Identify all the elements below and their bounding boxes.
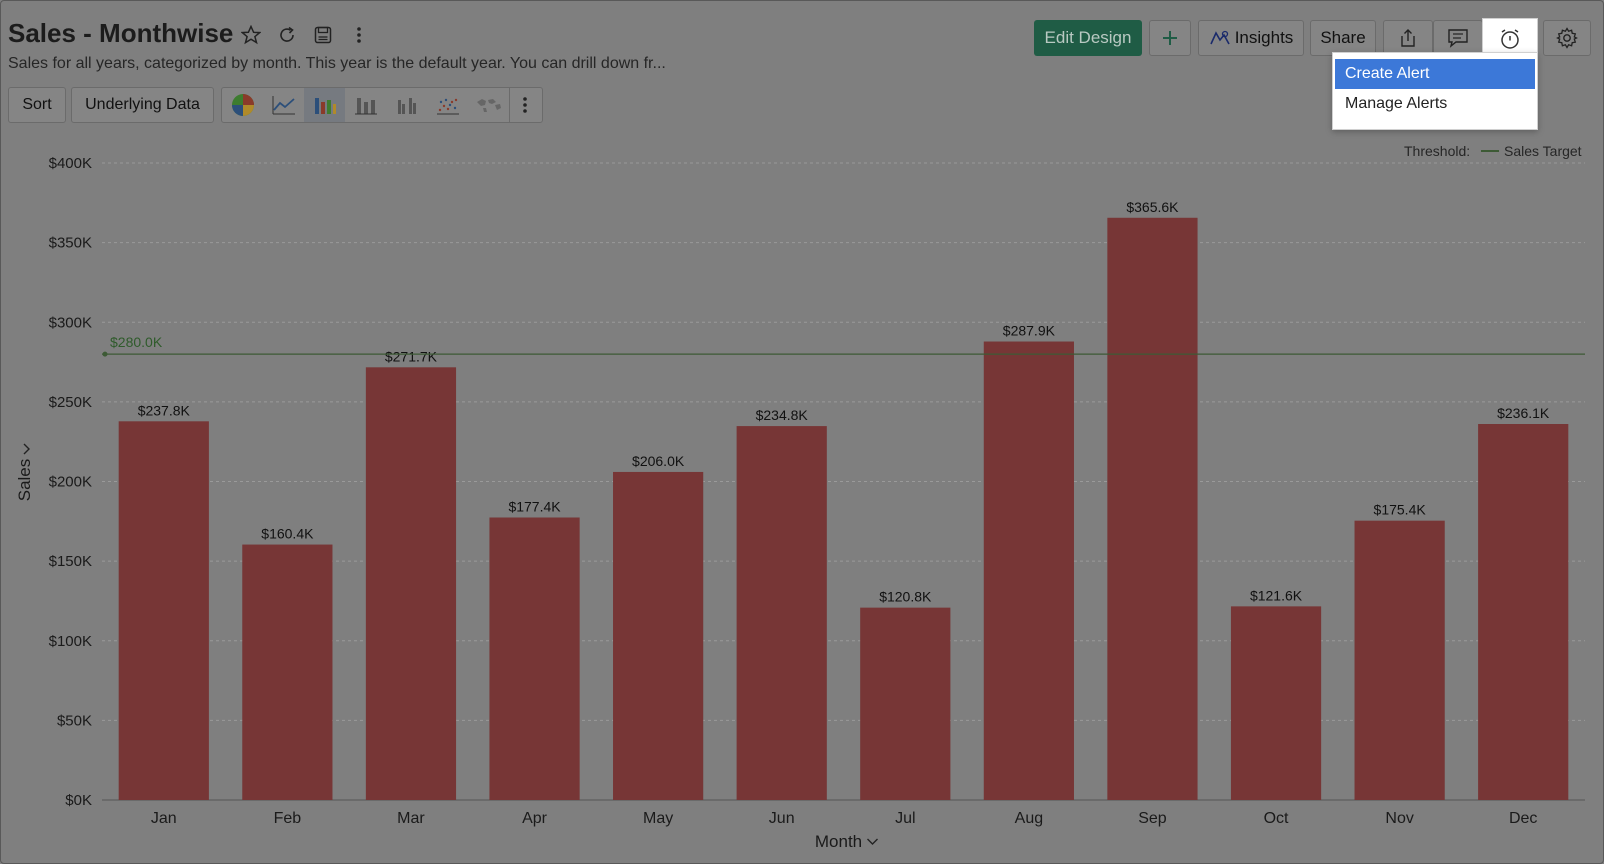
alerts-dropdown-menu: Create Alert Manage Alerts bbox=[1332, 52, 1538, 130]
x-tick-label: Jan bbox=[151, 810, 177, 827]
x-tick-label: Sep bbox=[1138, 810, 1167, 827]
chevron-right-icon[interactable] bbox=[23, 443, 30, 455]
share-button[interactable]: Share bbox=[1310, 20, 1376, 56]
x-tick-label: Mar bbox=[397, 810, 425, 827]
threshold-legend-name[interactable]: Sales Target bbox=[1504, 143, 1582, 159]
title-actions bbox=[240, 24, 370, 46]
x-tick-label: Dec bbox=[1509, 810, 1537, 827]
insights-icon bbox=[1209, 30, 1230, 45]
data-label: $206.0K bbox=[632, 453, 685, 469]
y-tick-label: $100K bbox=[49, 633, 92, 650]
sort-button[interactable]: Sort bbox=[8, 87, 66, 123]
bar[interactable] bbox=[242, 544, 333, 800]
bar[interactable] bbox=[1107, 217, 1198, 801]
data-label: $287.9K bbox=[1003, 323, 1056, 339]
insights-button[interactable]: Insights bbox=[1198, 20, 1304, 56]
more-chart-types-icon[interactable] bbox=[509, 88, 540, 122]
bar[interactable] bbox=[860, 607, 951, 800]
bar[interactable] bbox=[489, 517, 580, 800]
data-label: $175.4K bbox=[1374, 502, 1427, 518]
export-button[interactable] bbox=[1383, 20, 1433, 56]
chart-type-switcher bbox=[221, 87, 543, 123]
data-label: $120.8K bbox=[879, 589, 932, 605]
create-alert-menu-item[interactable]: Create Alert bbox=[1335, 59, 1535, 89]
bar[interactable] bbox=[1354, 520, 1445, 800]
insights-label: Insights bbox=[1234, 28, 1294, 47]
manage-alerts-menu-item[interactable]: Manage Alerts bbox=[1345, 95, 1448, 112]
comment-icon bbox=[1448, 29, 1468, 48]
map-chart-icon[interactable] bbox=[468, 88, 509, 122]
pie-chart-icon[interactable] bbox=[222, 88, 263, 122]
more-vertical-icon[interactable] bbox=[348, 24, 370, 46]
page-title: Sales - Monthwise bbox=[8, 18, 234, 48]
y-tick-label: $150K bbox=[49, 553, 92, 570]
x-tick-label: Apr bbox=[522, 810, 548, 827]
data-label: $271.7K bbox=[385, 348, 438, 364]
bar[interactable] bbox=[1230, 606, 1322, 800]
bar[interactable] bbox=[365, 367, 457, 800]
data-label: $234.8K bbox=[756, 407, 809, 423]
data-label: $237.8K bbox=[138, 402, 191, 418]
bar[interactable] bbox=[118, 421, 209, 800]
bar[interactable] bbox=[613, 471, 704, 800]
y-tick-label: $0K bbox=[65, 792, 92, 809]
settings-button[interactable] bbox=[1543, 20, 1591, 56]
star-icon[interactable] bbox=[240, 24, 262, 46]
refresh-icon[interactable] bbox=[276, 24, 298, 46]
x-tick-label: Aug bbox=[1015, 810, 1043, 827]
gear-icon bbox=[1556, 27, 1578, 49]
save-icon[interactable] bbox=[312, 24, 334, 46]
export-icon bbox=[1401, 29, 1415, 47]
stacked-bar-icon[interactable] bbox=[345, 88, 386, 122]
x-tick-label: Jun bbox=[769, 810, 795, 827]
data-label: $365.6K bbox=[1126, 199, 1179, 215]
bar[interactable] bbox=[736, 426, 827, 800]
data-label: $160.4K bbox=[261, 526, 314, 542]
plus-icon bbox=[1163, 31, 1177, 45]
y-tick-label: $300K bbox=[49, 314, 92, 331]
edit-design-button[interactable]: Edit Design bbox=[1034, 20, 1142, 56]
data-label: $121.6K bbox=[1250, 587, 1303, 603]
y-axis-title[interactable]: Sales bbox=[15, 459, 34, 502]
x-tick-label: Feb bbox=[274, 810, 302, 827]
bar[interactable] bbox=[983, 341, 1074, 800]
bar-chart-icon[interactable] bbox=[304, 88, 345, 122]
x-axis-title[interactable]: Month bbox=[815, 832, 862, 851]
alarm-clock-icon bbox=[1501, 28, 1519, 49]
line-chart-icon[interactable] bbox=[263, 88, 304, 122]
y-tick-label: $200K bbox=[49, 474, 92, 491]
x-tick-label: Nov bbox=[1385, 810, 1413, 827]
threshold-value-label: $280.0K bbox=[110, 334, 163, 350]
y-tick-label: $400K bbox=[49, 155, 92, 172]
bar[interactable] bbox=[1478, 424, 1569, 800]
threshold-legend-swatch bbox=[1481, 150, 1499, 152]
x-tick-label: May bbox=[643, 810, 673, 827]
underlying-data-button[interactable]: Underlying Data bbox=[71, 87, 214, 123]
x-tick-label: Oct bbox=[1264, 810, 1289, 827]
scatter-chart-icon[interactable] bbox=[427, 88, 468, 122]
grouped-bar-icon[interactable] bbox=[386, 88, 427, 122]
page-subtitle: Sales for all years, categorized by mont… bbox=[8, 55, 666, 72]
data-label: $177.4K bbox=[508, 498, 561, 514]
y-tick-label: $50K bbox=[57, 712, 92, 729]
chevron-down-icon[interactable] bbox=[867, 838, 878, 845]
x-tick-label: Jul bbox=[895, 810, 915, 827]
threshold-legend-label: Threshold: bbox=[1404, 143, 1471, 159]
add-button[interactable] bbox=[1149, 20, 1191, 56]
data-label: $236.1K bbox=[1497, 405, 1550, 421]
y-tick-label: $350K bbox=[49, 235, 92, 252]
y-tick-label: $250K bbox=[49, 394, 92, 411]
alerts-button[interactable] bbox=[1482, 18, 1538, 58]
threshold-marker bbox=[102, 351, 108, 357]
